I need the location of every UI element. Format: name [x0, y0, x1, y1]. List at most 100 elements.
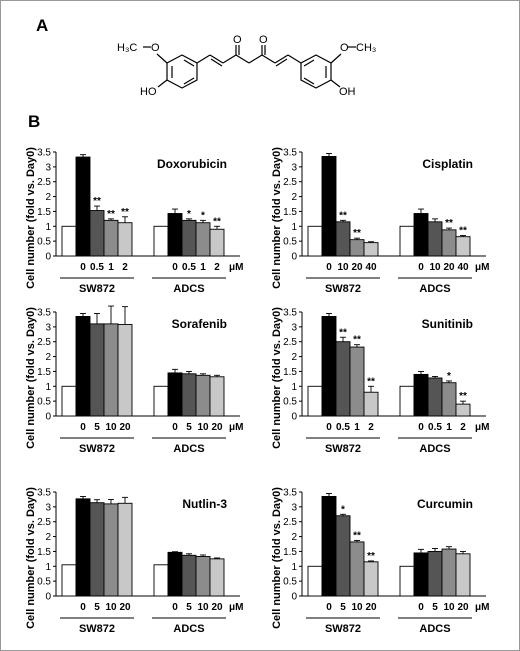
unit-label: μM: [229, 602, 243, 613]
significance-mark: **: [121, 207, 129, 218]
y-tick-label: 3.5: [37, 148, 51, 159]
bar-adcs-4: [455, 236, 471, 257]
y-tick-label: 0.5: [37, 397, 51, 408]
ketone-oxygen-right: O: [259, 34, 268, 46]
bar-adcs-3: [441, 229, 457, 257]
y-tick-label: 0: [45, 252, 51, 263]
x-tick-label: 20: [119, 602, 131, 613]
x-tick-label: 10: [105, 602, 117, 613]
x-tick-label: 10: [337, 262, 349, 273]
chart-title: Sunitinib: [422, 317, 473, 331]
y-tick-label: 3: [291, 162, 297, 173]
panel-a-label: A: [36, 16, 49, 35]
y-tick-label: 1: [45, 562, 51, 573]
bar-adcs-1: [413, 373, 429, 417]
x-tick-label: 5: [186, 422, 192, 433]
x-tick-label: 0: [326, 422, 332, 433]
x-tick-label: 10: [351, 602, 363, 613]
y-tick-label: 1.5: [283, 367, 297, 378]
group-label-sw872: SW872: [79, 283, 115, 295]
y-tick-label: 2.5: [37, 337, 51, 348]
significance-mark: **: [459, 225, 467, 236]
bar-sw872-1: [75, 498, 91, 597]
x-tick-label: 40: [365, 262, 377, 273]
significance-mark: **: [459, 391, 467, 402]
y-tick-label: 3.5: [283, 308, 297, 319]
bar-sw872-3: [349, 541, 365, 597]
x-tick-label: 0: [326, 602, 332, 613]
y-tick-label: 1.5: [283, 207, 297, 218]
chart-title: Doxorubicin: [157, 157, 227, 171]
bar-sw872-1: [321, 316, 337, 417]
group-label-adcs: ADCS: [173, 443, 204, 455]
bar-sw872-4: [363, 561, 379, 597]
x-tick-label: 20: [211, 422, 223, 433]
y-tick-label: 3: [45, 162, 51, 173]
group-label-adcs: ADCS: [173, 283, 204, 295]
significance-mark: **: [353, 530, 361, 541]
bar-adcs-3: [195, 374, 211, 417]
y-tick-label: 1.5: [37, 367, 51, 378]
x-tick-label: 10: [197, 422, 209, 433]
bar-adcs-0: [153, 225, 169, 257]
x-tick-label: 1: [108, 262, 114, 273]
unit-label: μM: [475, 602, 489, 613]
y-tick-label: 2: [291, 532, 297, 543]
significance-mark: **: [93, 196, 101, 207]
y-tick-label: 1: [45, 382, 51, 393]
bar-sw872-2: [335, 341, 351, 417]
bar-chart-doxorubicin: Cell number (fold vs. Day0) 0 0.5 1 1.5 2 2.5 3…: [25, 147, 243, 295]
bar-sw872-1: [75, 316, 91, 417]
y-tick-label: 3.5: [283, 488, 297, 499]
y-tick-label: 0.5: [37, 237, 51, 248]
significance-mark: **: [367, 376, 375, 387]
right-hydroxyl-label: OH: [339, 86, 356, 98]
bar-adcs-3: [441, 382, 457, 417]
bar-sw872-4: [117, 324, 133, 417]
x-tick-label: 5: [94, 422, 100, 433]
bar-sw872-3: [103, 219, 119, 257]
x-tick-label: 0: [326, 262, 332, 273]
y-tick-label: 3.5: [37, 308, 51, 319]
chart-title: Curcumin: [417, 497, 473, 511]
right-methoxy-oxygen: O: [340, 42, 349, 54]
bar-adcs-1: [413, 552, 429, 597]
ketone-oxygen-left: O: [233, 34, 242, 46]
bar-sw872-3: [103, 503, 119, 597]
unit-label: μM: [475, 262, 489, 273]
panel-b-label: B: [28, 112, 41, 131]
y-tick-label: 0: [291, 412, 297, 423]
bar-adcs-0: [399, 225, 415, 257]
significance-mark: **: [339, 327, 347, 338]
bar-adcs-2: [181, 554, 197, 597]
right-methyl-label: CH₃: [356, 42, 376, 54]
y-tick-label: 1: [45, 222, 51, 233]
bar-sw872-1: [321, 496, 337, 597]
x-tick-label: 0.5: [90, 262, 104, 273]
significance-mark: **: [339, 210, 347, 221]
bar-adcs-1: [167, 551, 183, 597]
y-tick-label: 0.5: [283, 397, 297, 408]
x-tick-label: 2: [122, 262, 128, 273]
x-tick-label: 1: [354, 422, 360, 433]
bar-chart-curcumin: Cell number (fold vs. Day0) 0 0.5 1 1.5 2 2.5 3…: [271, 487, 489, 635]
significance-mark: **: [107, 209, 115, 220]
bar-adcs-2: [427, 221, 443, 257]
bar-adcs-4: [209, 558, 225, 597]
y-tick-label: 0.5: [283, 577, 297, 588]
x-tick-label: 1: [200, 262, 206, 273]
bar-chart-sunitinib: Cell number (fold vs. Day0) 0 0.5 1 1.5 2 2.5 3…: [271, 307, 489, 455]
group-label-sw872: SW872: [325, 443, 361, 455]
significance-mark: *: [447, 371, 451, 382]
bar-sw872-2: [89, 502, 105, 597]
group-label-adcs: ADCS: [173, 623, 204, 635]
x-tick-label: 0.5: [182, 262, 196, 273]
bar-adcs-4: [209, 376, 225, 417]
bar-sw872-2: [89, 323, 105, 417]
y-tick-label: 2: [291, 192, 297, 203]
y-tick-label: 1.5: [283, 547, 297, 558]
significance-mark: **: [353, 228, 361, 239]
bar-adcs-3: [195, 222, 211, 257]
bar-sw872-4: [363, 242, 379, 257]
x-tick-label: 10: [429, 262, 441, 273]
